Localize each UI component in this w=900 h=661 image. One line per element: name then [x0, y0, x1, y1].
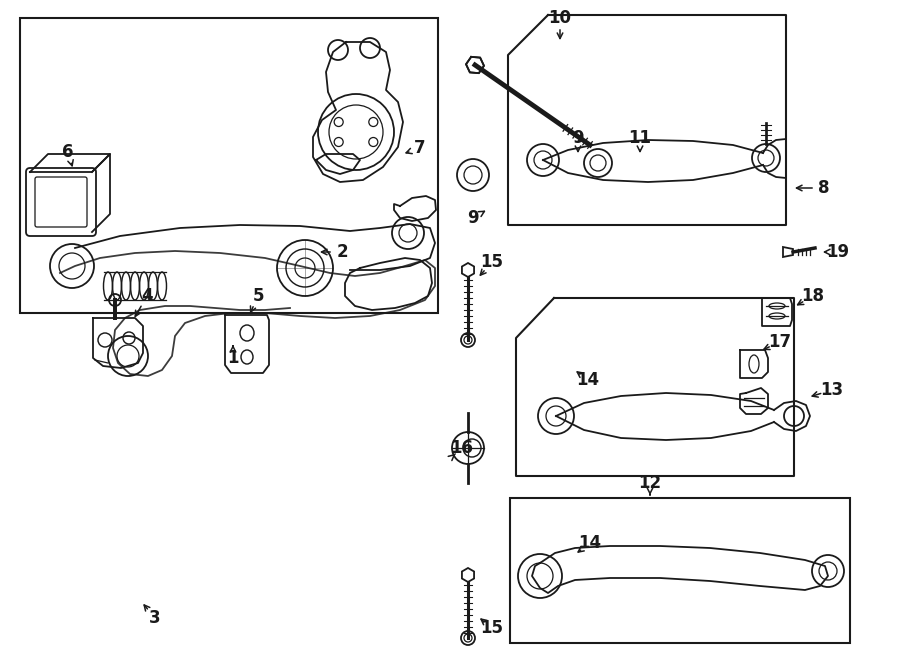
- Text: 13: 13: [821, 381, 843, 399]
- Text: 15: 15: [481, 253, 503, 271]
- Text: 17: 17: [769, 333, 792, 351]
- Text: 14: 14: [576, 371, 599, 389]
- Text: 3: 3: [149, 609, 161, 627]
- Polygon shape: [462, 263, 474, 277]
- Text: 4: 4: [141, 287, 153, 305]
- Text: 9: 9: [467, 209, 479, 227]
- Text: 12: 12: [638, 474, 662, 492]
- Polygon shape: [783, 247, 793, 257]
- Text: 6: 6: [62, 143, 74, 161]
- Text: 15: 15: [481, 619, 503, 637]
- Text: 7: 7: [414, 139, 426, 157]
- Text: 14: 14: [579, 534, 601, 552]
- Text: 9: 9: [572, 129, 584, 147]
- Text: 18: 18: [802, 287, 824, 305]
- Text: 11: 11: [628, 129, 652, 147]
- Polygon shape: [462, 568, 474, 582]
- Text: 19: 19: [826, 243, 850, 261]
- Polygon shape: [466, 57, 484, 73]
- Text: 2: 2: [337, 243, 347, 261]
- Text: 16: 16: [451, 439, 473, 457]
- Text: 5: 5: [252, 287, 264, 305]
- Text: 10: 10: [548, 9, 572, 27]
- Text: 8: 8: [818, 179, 830, 197]
- Text: 1: 1: [227, 349, 239, 367]
